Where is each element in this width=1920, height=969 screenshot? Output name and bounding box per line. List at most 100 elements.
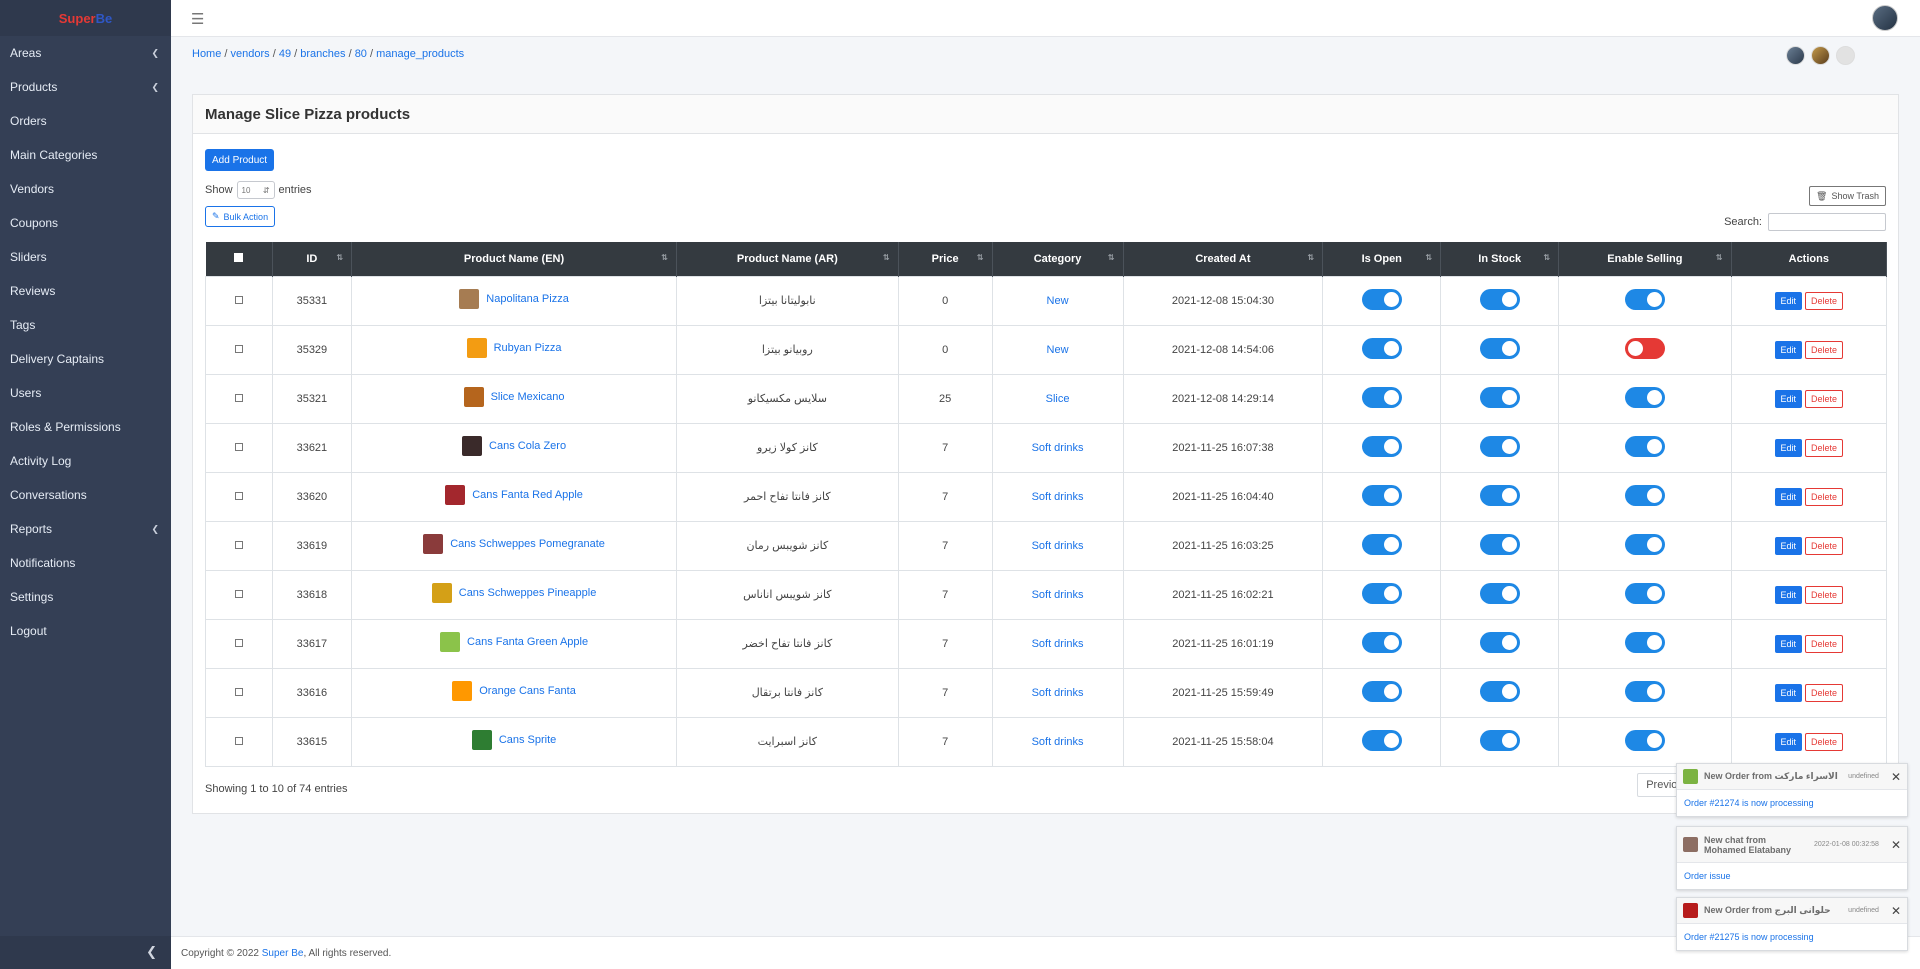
is-open-toggle[interactable] xyxy=(1361,631,1402,653)
category-link[interactable]: Soft drinks xyxy=(1031,735,1084,748)
in-stock-toggle[interactable] xyxy=(1479,729,1520,751)
in-stock-toggle[interactable] xyxy=(1479,435,1520,457)
product-name-link[interactable]: Cans Sprite xyxy=(498,734,557,746)
sidebar-item-main-categories[interactable]: Main Categories xyxy=(0,138,171,172)
collapse-sidebar-icon[interactable]: ❮ xyxy=(146,944,157,959)
enable-selling-toggle[interactable] xyxy=(1624,729,1665,751)
is-open-toggle[interactable] xyxy=(1361,729,1402,751)
sidebar-item-roles-permissions[interactable]: Roles & Permissions xyxy=(0,410,171,444)
add-product-button[interactable]: Add Product xyxy=(205,149,275,171)
notification-toast[interactable]: New Order from الاسراء ماركت undefined ✕ Or… xyxy=(1676,763,1908,817)
product-name-link[interactable]: Cans Schweppes Pomegranate xyxy=(450,538,605,550)
enable-selling-toggle[interactable] xyxy=(1624,337,1665,359)
delete-button[interactable]: Delete xyxy=(1805,487,1844,506)
sidebar-item-sliders[interactable]: Sliders xyxy=(0,240,171,274)
product-name-link[interactable]: Cans Fanta Red Apple xyxy=(472,489,583,501)
is-open-toggle[interactable] xyxy=(1361,680,1402,702)
select-all-checkbox[interactable] xyxy=(205,242,273,276)
delete-button[interactable]: Delete xyxy=(1805,536,1844,555)
edit-button[interactable]: Edit xyxy=(1774,634,1803,653)
category-link[interactable]: New xyxy=(1046,294,1069,307)
row-checkbox[interactable] xyxy=(234,687,243,696)
notification-toast[interactable]: New Order from حلوانى البرج undefined ✕ Ord… xyxy=(1676,897,1908,951)
product-name-link[interactable]: Cans Cola Zero xyxy=(489,440,567,452)
sidebar-item-delivery-captains[interactable]: Delivery Captains xyxy=(0,342,171,376)
search-input[interactable] xyxy=(1768,213,1886,231)
product-name-link[interactable]: Napolitana Pizza xyxy=(486,293,569,305)
online-user-avatar[interactable] xyxy=(1786,46,1805,65)
delete-button[interactable]: Delete xyxy=(1805,340,1844,359)
sidebar-item-orders[interactable]: Orders xyxy=(0,104,171,138)
sidebar-item-vendors[interactable]: Vendors xyxy=(0,172,171,206)
in-stock-toggle[interactable] xyxy=(1479,533,1520,555)
category-link[interactable]: Soft drinks xyxy=(1031,588,1084,601)
user-avatar[interactable] xyxy=(1872,5,1898,31)
online-user-avatar[interactable] xyxy=(1836,46,1855,65)
enable-selling-toggle[interactable] xyxy=(1624,288,1665,310)
delete-button[interactable]: Delete xyxy=(1805,389,1844,408)
column-header[interactable]: Category ⇅ xyxy=(992,242,1124,276)
row-checkbox[interactable] xyxy=(234,344,243,353)
delete-button[interactable]: Delete xyxy=(1805,634,1844,653)
notification-toast[interactable]: New chat from Mohamed Elatabany 2022-01-0… xyxy=(1676,826,1908,890)
notification-body[interactable]: Order #21274 is now processing xyxy=(1684,798,1814,808)
breadcrumb-link[interactable]: 49 xyxy=(278,48,292,60)
enable-selling-toggle[interactable] xyxy=(1624,386,1665,408)
sidebar-item-conversations[interactable]: Conversations xyxy=(0,478,171,512)
column-header[interactable]: Price ⇅ xyxy=(898,242,993,276)
delete-button[interactable]: Delete xyxy=(1805,683,1844,702)
sidebar-item-users[interactable]: Users xyxy=(0,376,171,410)
enable-selling-toggle[interactable] xyxy=(1624,533,1665,555)
edit-button[interactable]: Edit xyxy=(1774,291,1803,310)
enable-selling-toggle[interactable] xyxy=(1624,680,1665,702)
breadcrumb-link[interactable]: 80 xyxy=(354,48,367,60)
in-stock-toggle[interactable] xyxy=(1479,631,1520,653)
is-open-toggle[interactable] xyxy=(1361,533,1402,555)
in-stock-toggle[interactable] xyxy=(1479,484,1520,506)
row-checkbox[interactable] xyxy=(234,736,243,745)
edit-button[interactable]: Edit xyxy=(1774,340,1803,359)
column-header[interactable]: Is Open ⇅ xyxy=(1322,242,1442,276)
product-name-link[interactable]: Cans Schweppes Pineapple xyxy=(458,587,597,599)
sidebar-item-coupons[interactable]: Coupons xyxy=(0,206,171,240)
breadcrumb-link[interactable]: Home xyxy=(192,48,222,60)
is-open-toggle[interactable] xyxy=(1361,484,1402,506)
category-link[interactable]: Soft drinks xyxy=(1031,539,1084,552)
row-checkbox[interactable] xyxy=(234,295,243,304)
delete-button[interactable]: Delete xyxy=(1805,291,1844,310)
category-link[interactable]: New xyxy=(1046,343,1069,356)
sidebar-item-reviews[interactable]: Reviews xyxy=(0,274,171,308)
online-user-avatar[interactable] xyxy=(1811,46,1830,65)
notification-body[interactable]: Order issue xyxy=(1684,871,1731,881)
row-checkbox[interactable] xyxy=(234,589,243,598)
row-checkbox[interactable] xyxy=(234,638,243,647)
edit-button[interactable]: Edit xyxy=(1774,683,1803,702)
bulk-action-button[interactable]: ✎ Bulk Action xyxy=(205,206,276,227)
enable-selling-toggle[interactable] xyxy=(1624,582,1665,604)
is-open-toggle[interactable] xyxy=(1361,435,1402,457)
in-stock-toggle[interactable] xyxy=(1479,386,1520,408)
edit-button[interactable]: Edit xyxy=(1774,585,1803,604)
edit-button[interactable]: Edit xyxy=(1774,732,1803,751)
column-header[interactable]: ID ⇅ xyxy=(272,242,353,276)
sidebar-item-logout[interactable]: Logout xyxy=(0,614,171,648)
edit-button[interactable]: Edit xyxy=(1774,438,1803,457)
breadcrumb-link[interactable]: vendors xyxy=(230,48,270,60)
column-header[interactable]: Enable Selling ⇅ xyxy=(1558,242,1732,276)
sidebar-item-areas[interactable]: Areas ❮ xyxy=(0,36,171,70)
close-icon[interactable]: ✕ xyxy=(1890,903,1901,918)
close-icon[interactable]: ✕ xyxy=(1890,837,1901,852)
delete-button[interactable]: Delete xyxy=(1805,585,1844,604)
is-open-toggle[interactable] xyxy=(1361,288,1402,310)
is-open-toggle[interactable] xyxy=(1361,337,1402,359)
column-header[interactable]: Product Name (EN) ⇅ xyxy=(351,242,677,276)
category-link[interactable]: Soft drinks xyxy=(1031,490,1084,503)
column-header[interactable]: Created At ⇅ xyxy=(1123,242,1324,276)
row-checkbox[interactable] xyxy=(234,540,243,549)
close-icon[interactable]: ✕ xyxy=(1890,769,1901,784)
sidebar-item-activity-log[interactable]: Activity Log xyxy=(0,444,171,478)
edit-button[interactable]: Edit xyxy=(1774,487,1803,506)
category-link[interactable]: Soft drinks xyxy=(1031,637,1084,650)
in-stock-toggle[interactable] xyxy=(1479,680,1520,702)
entries-select[interactable]: 10 ⇵ xyxy=(236,181,275,199)
